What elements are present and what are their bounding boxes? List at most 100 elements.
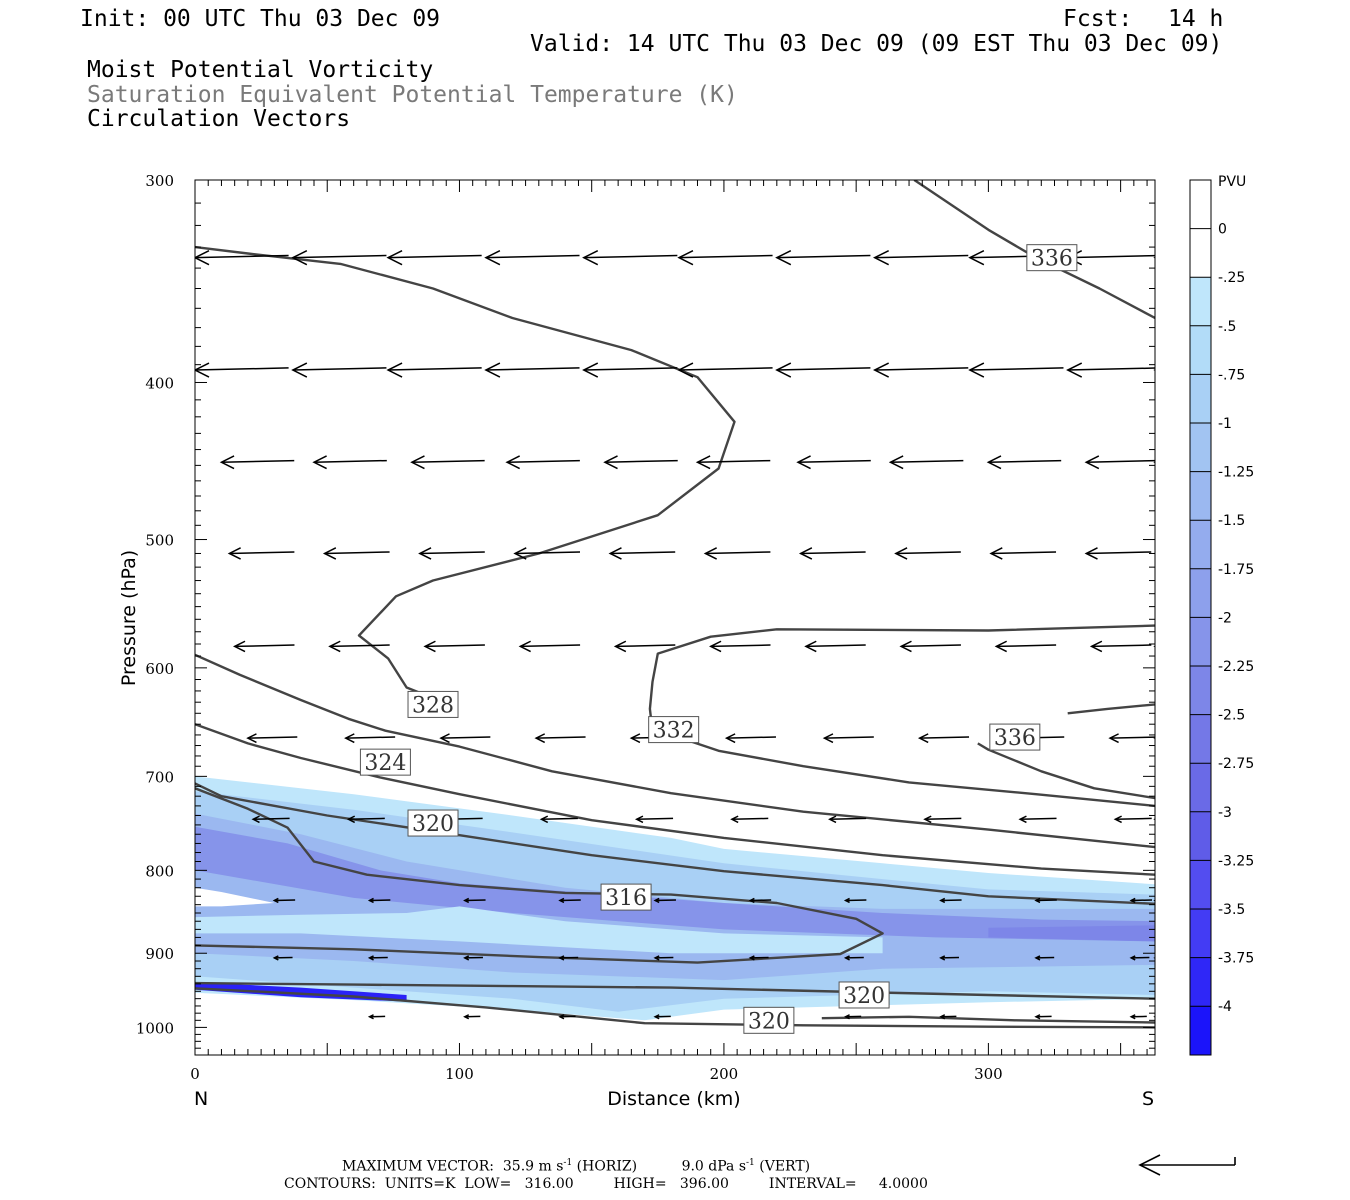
- vector-head: [775, 362, 792, 378]
- vector-arrow: [418, 547, 485, 560]
- vector-shaft: [805, 644, 866, 648]
- contour-label-text: 328: [412, 693, 454, 718]
- vector-arrow: [1153, 818, 1155, 821]
- vector-arrow: [1066, 249, 1155, 266]
- vector-shaft: [890, 459, 964, 463]
- vector-arrow: [518, 640, 581, 653]
- vector-shaft: [583, 254, 678, 259]
- vector-head: [328, 640, 341, 653]
- colorbar-label: 0: [1218, 222, 1227, 238]
- colorbar-label: -3.5: [1218, 902, 1245, 918]
- field-title-mpv: Moist Potential Vorticity: [87, 57, 434, 83]
- vector-arrow: [917, 733, 970, 744]
- vector-arrow: [653, 955, 674, 961]
- colorbar-label: -3: [1218, 805, 1232, 821]
- vector-head: [291, 249, 308, 266]
- vector-shaft: [678, 367, 773, 371]
- vector-arrow: [986, 455, 1062, 470]
- vector-shaft: [969, 367, 1064, 371]
- x-axis-title: Distance (km): [607, 1088, 740, 1110]
- vector-arrow: [677, 249, 773, 266]
- vector-arrow: [582, 362, 678, 378]
- vector-head: [724, 733, 736, 744]
- colorbar-swatch: [1190, 909, 1211, 958]
- vector-head: [917, 733, 929, 744]
- vector-head: [994, 640, 1008, 653]
- colorbar-label: -1: [1218, 416, 1232, 432]
- contour-label-text: 320: [843, 984, 885, 1009]
- vector-head: [219, 455, 235, 470]
- colorbar-swatch: [1190, 860, 1211, 909]
- vector-shaft: [1067, 367, 1155, 371]
- theta-contour-332-2: [648, 624, 1155, 732]
- vector-head: [534, 733, 546, 744]
- reference-vector: [1138, 1154, 1236, 1176]
- vector-shaft: [797, 459, 871, 463]
- vector-head: [1084, 455, 1100, 470]
- colorbar-label: -3.25: [1218, 853, 1254, 869]
- contour-label-box: [359, 748, 411, 776]
- colorbar-swatch: [1190, 374, 1211, 423]
- vector-shaft: [1154, 737, 1155, 739]
- vector-shaft: [776, 254, 871, 259]
- vector-head: [748, 955, 755, 961]
- vector-shaft: [874, 367, 969, 371]
- vector-arrow: [1153, 957, 1155, 959]
- vector-arrow: [195, 362, 289, 378]
- vector-arrow: [1084, 547, 1152, 560]
- vector-shaft: [924, 817, 962, 821]
- vector-shaft: [348, 817, 385, 821]
- theta-contour-320-12: [821, 1015, 1155, 1024]
- vector-arrow: [709, 640, 771, 653]
- forecast-label: Fcst:: [1063, 6, 1133, 32]
- vector-shaft: [705, 551, 771, 555]
- vector-head: [1153, 461, 1155, 464]
- colorbar-swatch: [1190, 617, 1211, 666]
- vector-head: [463, 1014, 470, 1020]
- contour-label-box: [838, 981, 890, 1009]
- contour-label-316: 316: [600, 883, 652, 911]
- vector-shaft: [313, 459, 387, 463]
- contour-label-320: 320: [743, 1006, 795, 1034]
- vector-arrow: [828, 815, 867, 824]
- x-right-end-label: S: [1142, 1088, 1154, 1110]
- vector-shaft: [440, 736, 491, 739]
- contour-label-328: 328: [407, 690, 459, 718]
- colorbar-label: -.25: [1218, 270, 1245, 286]
- theta-contour-324-7: [195, 723, 1155, 876]
- vector-arrow: [603, 455, 678, 470]
- theta-contour-320-8: [195, 782, 1155, 905]
- vector-arrow: [219, 455, 295, 470]
- vector-arrow: [505, 455, 580, 470]
- vector-head: [439, 733, 450, 744]
- contour-label-box: [407, 809, 459, 837]
- vector-arrow: [923, 815, 962, 824]
- vector-arrow: [1108, 733, 1155, 744]
- vector-arrow: [775, 249, 871, 266]
- vector-shaft: [1020, 817, 1057, 821]
- vector-head: [653, 897, 660, 904]
- vector-head: [513, 547, 527, 560]
- vector-shaft: [1154, 256, 1155, 258]
- theta-contour-332-3: [683, 738, 1155, 808]
- vector-head: [677, 249, 694, 266]
- vector-arrow: [558, 955, 579, 961]
- vector-head: [558, 955, 565, 961]
- vector-arrow: [775, 362, 871, 378]
- vector-shaft: [1086, 551, 1152, 555]
- vector-head: [1153, 957, 1155, 959]
- vector-head: [322, 547, 337, 560]
- vector-shaft: [776, 367, 871, 371]
- pv-shading: [195, 776, 1155, 1055]
- vector-head: [1153, 552, 1155, 555]
- vector-shaft: [726, 736, 776, 739]
- vector-head: [888, 455, 904, 470]
- vector-shaft: [824, 736, 874, 739]
- contour-label-text: 320: [748, 1009, 790, 1034]
- colorbar-unit: PVU: [1218, 174, 1246, 190]
- vector-shaft: [1115, 817, 1152, 821]
- vector-head: [1153, 737, 1155, 739]
- colorbar-swatch: [1190, 1006, 1211, 1055]
- vector-shaft: [514, 551, 581, 555]
- vector-head: [634, 815, 644, 824]
